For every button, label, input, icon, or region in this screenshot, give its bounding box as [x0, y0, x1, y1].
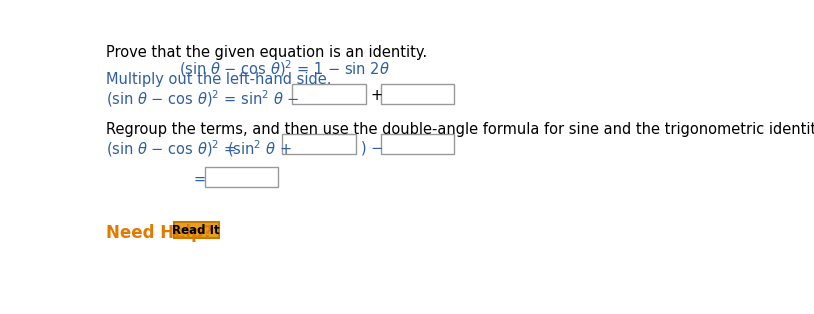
Text: =: =	[193, 172, 205, 187]
FancyBboxPatch shape	[205, 167, 278, 187]
Text: $)$ $-$: $)$ $-$	[360, 138, 383, 157]
Text: Regroup the terms, and then use the double-angle formula for sine and the trigon: Regroup the terms, and then use the doub…	[107, 122, 814, 137]
FancyBboxPatch shape	[381, 134, 454, 154]
Text: $($sin$^2$ $\theta$ +: $($sin$^2$ $\theta$ +	[227, 138, 292, 159]
FancyBboxPatch shape	[282, 134, 356, 154]
FancyBboxPatch shape	[381, 84, 454, 104]
Text: (sin $\theta$ $-$ cos $\theta$)$^2$ = sin$^2$ $\theta$ $-$: (sin $\theta$ $-$ cos $\theta$)$^2$ = si…	[107, 89, 300, 109]
Text: (sin $\theta$ $-$ cos $\theta$)$^2$ =: (sin $\theta$ $-$ cos $\theta$)$^2$ =	[107, 138, 237, 159]
Text: Read It: Read It	[173, 224, 220, 237]
Text: Multiply out the left-hand side.: Multiply out the left-hand side.	[107, 72, 332, 87]
Text: (sin $\theta$ $-$ cos $\theta$)$^2$ = 1 $-$ sin 2$\theta$: (sin $\theta$ $-$ cos $\theta$)$^2$ = 1 …	[179, 58, 390, 79]
FancyBboxPatch shape	[292, 84, 366, 104]
Text: +: +	[370, 89, 383, 104]
Text: Prove that the given equation is an identity.: Prove that the given equation is an iden…	[107, 45, 427, 60]
Text: Need Help?: Need Help?	[107, 224, 213, 242]
FancyBboxPatch shape	[174, 223, 219, 238]
